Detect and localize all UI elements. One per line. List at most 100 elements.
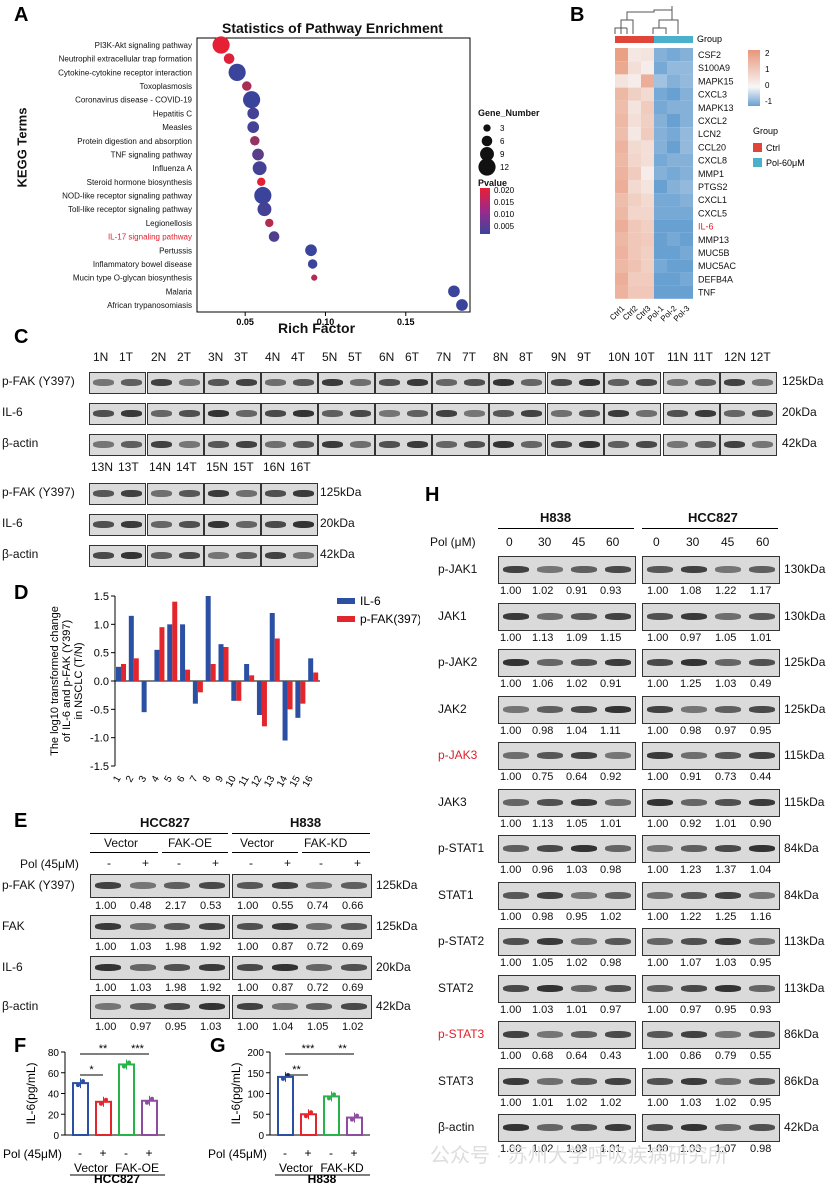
bar-pfak	[274, 638, 280, 681]
significance-marker: *	[89, 1064, 94, 1076]
pol-sign: +	[212, 856, 220, 870]
kegg-term-label: Measles	[162, 123, 192, 132]
quant-value: 0.95	[715, 1003, 737, 1016]
y-tick-label: 150	[247, 1069, 264, 1080]
lane-label: 10N	[608, 350, 631, 364]
protein-band	[571, 612, 597, 620]
heatmap-cell	[654, 259, 667, 273]
protein-band	[129, 923, 156, 930]
heatmap-cell	[667, 166, 680, 180]
quant-value: 1.06	[532, 678, 554, 690]
protein-band	[537, 752, 563, 759]
kegg-term-label: TNF signaling pathway	[111, 150, 192, 159]
protein-band	[749, 752, 775, 759]
log10-change-bar-chart: 1.51.00.50.0-0.5-1.0-1.51 2 3 4 5 6 7 8 91011121…	[49, 591, 420, 789]
protein-band	[520, 441, 542, 448]
heatmap-cell	[680, 180, 693, 194]
kda-label: 115kDa	[784, 748, 825, 762]
y-tick-label: -1.5	[90, 761, 109, 773]
group-label: Vector	[279, 1161, 313, 1175]
bar-pfak	[210, 664, 216, 681]
protein-band	[605, 1124, 631, 1131]
heatmap-cell	[615, 219, 628, 233]
heatmap-cell	[654, 285, 667, 299]
replicate-dot	[127, 1060, 131, 1065]
blot-strip	[720, 372, 777, 394]
protein-band	[749, 705, 775, 713]
category-label: 4	[150, 774, 163, 785]
replicate-dot	[150, 1096, 154, 1101]
kda-label: 113kDa	[784, 934, 825, 948]
header-rule	[232, 833, 370, 834]
protein-band	[379, 410, 401, 417]
enrichment-point	[212, 36, 230, 54]
replicate-dot	[355, 1113, 359, 1118]
protein-band	[571, 1077, 597, 1085]
lane-label: 1T	[119, 350, 134, 364]
quant-value: 1.03	[566, 1143, 588, 1155]
kda-label: 125kDa	[784, 701, 826, 716]
protein-band	[667, 410, 689, 417]
enrichment-point	[223, 53, 235, 64]
protein-band	[749, 612, 775, 620]
gene-label: MUC5B	[698, 248, 730, 258]
quant-value: 1.00	[647, 910, 669, 923]
y-tick-label: 100	[247, 1090, 264, 1101]
pvalue-legend-label: 0.020	[494, 186, 515, 195]
protein-band	[463, 410, 485, 417]
heatmap-cell	[641, 140, 654, 154]
heatmap-cell	[615, 166, 628, 180]
blot-strip	[663, 434, 720, 456]
quant-value: 1.03	[715, 678, 737, 690]
quant-value: 1.00	[237, 982, 259, 994]
heatmap-cell	[667, 48, 680, 62]
blot-strip	[89, 372, 146, 394]
blot-strip	[90, 956, 230, 980]
quant-value: 1.22	[680, 910, 702, 923]
quant-value: 0.97	[130, 1021, 152, 1033]
y-axis-title: of IL-6 and p-FAK (Y397)	[61, 620, 73, 742]
protein-band	[715, 1077, 741, 1085]
blot-strip	[147, 514, 204, 536]
y-axis-title: IL-6(pg/mL)	[229, 1062, 243, 1124]
protein-band	[93, 379, 115, 386]
protein-band	[551, 441, 573, 448]
heatmap-cell	[628, 232, 641, 246]
blot-strip	[642, 1114, 780, 1142]
blot-strip	[498, 649, 636, 677]
protein-band	[608, 410, 630, 417]
protein-band	[436, 410, 458, 417]
heatmap-cell	[628, 180, 641, 194]
protein-band	[178, 379, 200, 386]
enrichment-point	[257, 177, 266, 187]
blot-strip	[90, 995, 230, 1019]
quant-value: 1.05	[307, 1021, 329, 1033]
protein-band	[340, 1003, 367, 1010]
panel-h-western-blots: H838 HCC827 Pol (μM) 0 30 45 60 0 30 45 60 p-JAK1 13…	[420, 480, 831, 1183]
gene-number-legend-label: 6	[500, 137, 505, 146]
enrichment-point	[448, 285, 460, 298]
lane-label: 11N	[667, 350, 689, 364]
heatmap-cell	[641, 100, 654, 114]
heatmap-cell	[667, 127, 680, 141]
protein-band	[271, 964, 298, 971]
protein-band	[715, 938, 741, 945]
replicate-dot	[304, 1114, 308, 1119]
protein-band	[235, 410, 257, 417]
quant-value: 1.17	[750, 585, 772, 597]
marker-label: p-STAT1	[438, 841, 485, 855]
protein-band	[503, 798, 529, 806]
quant-value: 0.97	[680, 631, 702, 644]
heatmap-cell	[680, 219, 693, 233]
quant-value: 1.04	[750, 864, 772, 876]
marker-label: IL-6	[2, 405, 23, 419]
lane-label: 13T	[118, 460, 139, 474]
y-axis-title: The log10 transformed change	[49, 606, 61, 756]
gene-label: CSF2	[698, 50, 721, 60]
blot-strip	[204, 372, 261, 394]
bar-il6	[154, 649, 160, 681]
panel-label-f: F	[14, 1035, 27, 1057]
significance-marker: ***	[302, 1043, 316, 1055]
bar-il6	[231, 681, 237, 701]
protein-band	[292, 521, 314, 528]
